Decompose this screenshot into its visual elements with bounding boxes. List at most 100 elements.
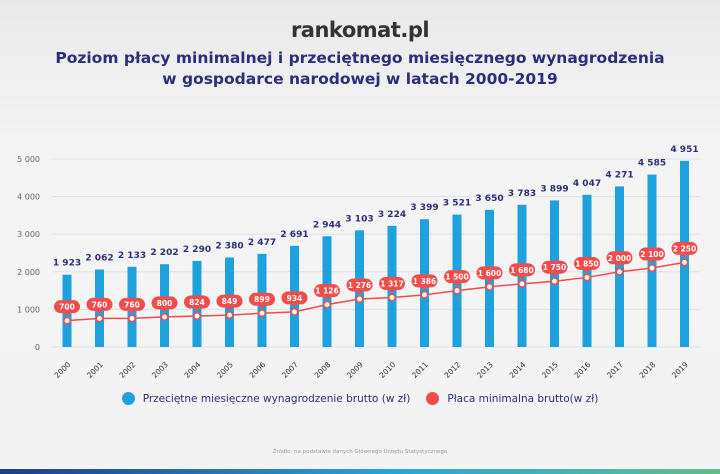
- y-tick-label: 2 000: [17, 268, 40, 277]
- bar-value-label: 2 380: [215, 242, 243, 252]
- x-tick-label: 2000: [53, 360, 73, 380]
- line-label-pointer: [486, 278, 493, 282]
- line-value-label: 1 126: [315, 287, 339, 296]
- line-value-label: 2 250: [673, 244, 697, 253]
- bar-value-label: 1 923: [53, 259, 81, 269]
- bar-value-label: 2 202: [150, 248, 178, 258]
- line-point: [680, 258, 689, 267]
- line-label-pill: [444, 270, 470, 284]
- bar-value-label: 3 650: [475, 194, 503, 204]
- x-tick-label: 2018: [638, 360, 658, 380]
- line-value-label: 1 750: [543, 263, 567, 272]
- bar-value-label: 2 691: [280, 230, 308, 240]
- line-value-label: 700: [59, 303, 75, 312]
- bar-value-label: 3 899: [540, 184, 568, 194]
- line-point: [550, 277, 559, 286]
- x-tick-label: 2005: [215, 360, 235, 380]
- bar-value-label: 4 951: [670, 145, 698, 155]
- y-tick-label: 3 000: [17, 230, 40, 239]
- legend-item-average: Przeciętne miesięczne wynagrodzenie brut…: [121, 392, 411, 405]
- x-tick-label: 2017: [605, 360, 625, 380]
- line-label-pointer: [356, 291, 363, 295]
- line-point: [290, 307, 299, 316]
- line-value-label: 1 317: [380, 279, 404, 288]
- legend-label-average: Przeciętne miesięczne wynagrodzenie brut…: [142, 392, 411, 405]
- line-label-pointer: [291, 303, 298, 307]
- line-value-label: 760: [124, 300, 140, 309]
- y-tick-label: 0: [35, 343, 40, 352]
- line-value-label: 1 850: [575, 259, 599, 268]
- line-value-label: 1 276: [348, 281, 372, 290]
- line-label-pill: [606, 251, 633, 265]
- x-tick-label: 2013: [475, 360, 495, 380]
- line-label-pointer: [389, 289, 395, 293]
- x-tick-label: 2011: [410, 360, 430, 380]
- x-tick-label: 2002: [118, 360, 138, 380]
- line-value-label: 2 100: [640, 250, 664, 259]
- title-line-2: w gospodarce narodowej w latach 2000-201…: [162, 70, 558, 88]
- bar-value-label: 3 399: [410, 203, 438, 213]
- logo: rankomat.pl: [290, 18, 430, 42]
- line-label-pointer: [584, 269, 590, 273]
- line-point: [355, 295, 364, 303]
- line-point: [453, 286, 461, 295]
- bar-value-label: 3 521: [443, 199, 471, 209]
- line-point: [615, 267, 624, 276]
- bar-value-label: 4 271: [605, 170, 633, 180]
- line-label-pointer: [161, 308, 168, 312]
- line-value-label: 1 680: [510, 266, 534, 275]
- line-point: [63, 316, 71, 325]
- line-label-pill: [314, 284, 340, 298]
- legend-item-minimum: Płaca minimalna brutto(w zł): [426, 392, 598, 405]
- x-tick-label: 2014: [508, 360, 528, 380]
- line-label-pill: [216, 294, 243, 308]
- line-label-pointer: [194, 308, 200, 312]
- x-tick-label: 2001: [85, 360, 105, 380]
- bar-value-label: 4 047: [573, 179, 601, 189]
- y-tick-label: 1 000: [17, 305, 40, 314]
- line-label-pill: [476, 266, 503, 280]
- line-value-label: 899: [254, 295, 270, 304]
- line-label-pointer: [129, 310, 135, 314]
- line-value-label: 760: [92, 300, 108, 309]
- x-tick-label: 2008: [313, 360, 333, 380]
- x-tick-label: 2006: [248, 360, 268, 380]
- line-label-pill: [639, 247, 665, 261]
- line-value-label: 1 500: [445, 273, 469, 282]
- line-label-pointer: [519, 275, 525, 279]
- line-label-pointer: [454, 282, 460, 286]
- line-label-pill: [249, 292, 275, 306]
- line-point: [648, 264, 656, 272]
- legend-swatch-blue: [121, 392, 135, 405]
- line-label-pointer: [649, 260, 655, 264]
- bar-value-label: 2 290: [183, 245, 211, 255]
- line-point: [193, 312, 201, 320]
- line-label-pill: [411, 274, 438, 288]
- line-point: [160, 312, 169, 321]
- line-point: [95, 314, 104, 323]
- x-tick-label: 2007: [280, 360, 300, 380]
- line-label-pointer: [324, 296, 330, 300]
- line-label-pointer: [681, 254, 688, 258]
- x-tick-label: 2019: [670, 360, 690, 380]
- source-note: Źródło: na podstawie danych Głównego Urz…: [272, 449, 448, 455]
- title-line-1: Poziom płacy minimalnej i przeciętnego m…: [55, 49, 665, 67]
- x-tick-label: 2010: [378, 360, 398, 380]
- line-label-pill: [346, 278, 373, 292]
- bar-value-label: 2 133: [118, 251, 146, 261]
- line-point: [128, 314, 136, 323]
- line-label-pill: [151, 296, 178, 310]
- bar-value-label: 2 477: [248, 238, 276, 248]
- line-label-pointer: [259, 305, 265, 309]
- line-label-pill: [54, 300, 80, 314]
- line-label-pill: [281, 291, 308, 305]
- bottom-gradient-bar: [0, 469, 720, 474]
- line-label-pill: [119, 297, 145, 311]
- line-label-pointer: [96, 310, 103, 314]
- legend: Przeciętne miesięczne wynagrodzenie brut…: [0, 392, 720, 405]
- x-tick-label: 2004: [183, 360, 203, 380]
- line-point: [518, 279, 526, 288]
- chart-title: Poziom płacy minimalnej i przeciętnego m…: [0, 48, 720, 90]
- line-point: [485, 282, 494, 291]
